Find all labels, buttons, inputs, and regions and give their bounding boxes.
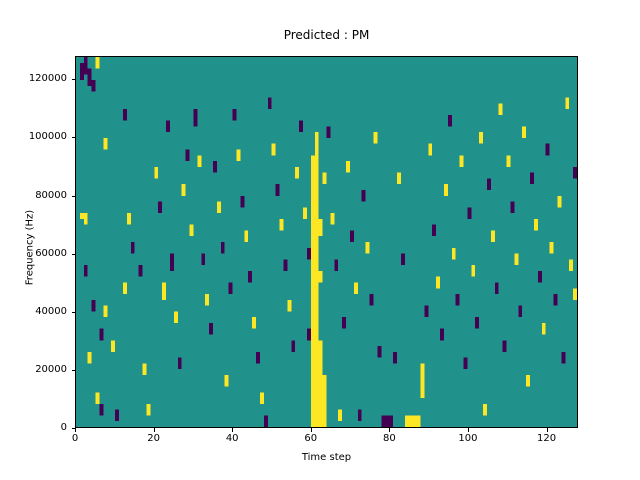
y-tick-label: 80000 <box>35 189 67 201</box>
x-axis-label: Time step <box>301 452 352 463</box>
y-tick-label: 100000 <box>28 131 67 143</box>
chart-title: Predicted : PM <box>283 28 370 42</box>
y-tick-mark <box>71 253 75 255</box>
heatmap-plot-area <box>75 56 578 428</box>
y-tick-label: 40000 <box>35 305 67 317</box>
y-tick-label: 20000 <box>35 363 67 375</box>
x-tick-label: 40 <box>225 433 239 444</box>
x-tick-mark <box>389 428 391 432</box>
x-tick-label: 100 <box>458 433 478 444</box>
y-tick-mark <box>71 195 75 197</box>
x-tick-mark <box>310 428 312 432</box>
x-tick-mark <box>467 428 469 432</box>
x-tick-label: 120 <box>537 433 557 444</box>
x-tick-label: 80 <box>383 433 396 444</box>
y-tick-label: 60000 <box>35 247 67 259</box>
x-tick-mark <box>75 428 76 432</box>
y-axis-label: Frequency (Hz) <box>24 209 36 286</box>
y-tick-mark <box>71 137 75 139</box>
x-tick-mark <box>546 428 548 432</box>
y-tick-mark <box>71 79 75 81</box>
x-tick-mark <box>232 428 234 432</box>
y-tick-label: 120000 <box>28 73 67 85</box>
x-tick-label: 60 <box>304 433 318 444</box>
x-tick-label: 20 <box>147 433 160 444</box>
y-tick-label: 0 <box>60 422 67 433</box>
y-tick-mark <box>71 311 75 313</box>
y-tick-mark <box>71 428 75 429</box>
heatmap-image <box>76 57 577 427</box>
y-tick-mark <box>71 369 75 371</box>
x-tick-label: 0 <box>71 433 79 444</box>
x-tick-mark <box>153 428 155 432</box>
